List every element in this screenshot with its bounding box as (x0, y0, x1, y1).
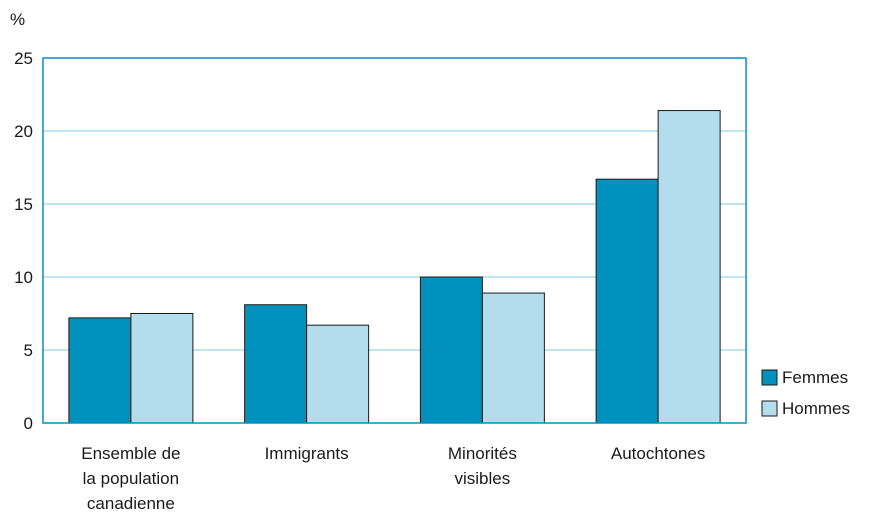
y-tick-label: 10 (14, 268, 33, 287)
bar-hommes-3 (657, 110, 721, 424)
category-label: Ensemble de la population canadienne (81, 444, 180, 513)
bar-femmes-1 (244, 304, 308, 424)
legend-label-hommes: Hommes (782, 399, 850, 418)
y-tick-label: 15 (14, 195, 33, 214)
bar-hommes-1 (306, 324, 370, 424)
x-axis-categories: Ensemble de la population canadienne Immigr… (81, 444, 705, 513)
legend-swatch-femmes (761, 369, 778, 386)
bars (68, 110, 721, 424)
y-tick-label: 25 (14, 49, 33, 68)
y-tick-label: 0 (24, 414, 33, 433)
y-unit-label: % (10, 10, 25, 29)
bar-femmes-3 (595, 178, 659, 424)
y-axis-ticks: 0 5 10 15 20 25 (14, 49, 33, 433)
bar-hommes-2 (481, 292, 545, 424)
legend-swatch-hommes (761, 400, 778, 417)
category-label: Immigrants (265, 444, 349, 463)
bar-hommes-0 (130, 313, 194, 424)
y-tick-label: 5 (24, 341, 33, 360)
y-tick-label: 20 (14, 122, 33, 141)
category-label: Minorités visibles (448, 444, 517, 488)
legend: Femmes Hommes (761, 368, 850, 418)
legend-label-femmes: Femmes (782, 368, 848, 387)
bar-femmes-2 (419, 276, 483, 424)
plot-frame (42, 57, 747, 424)
category-label: Autochtones (611, 444, 706, 463)
bar-femmes-0 (68, 317, 132, 424)
